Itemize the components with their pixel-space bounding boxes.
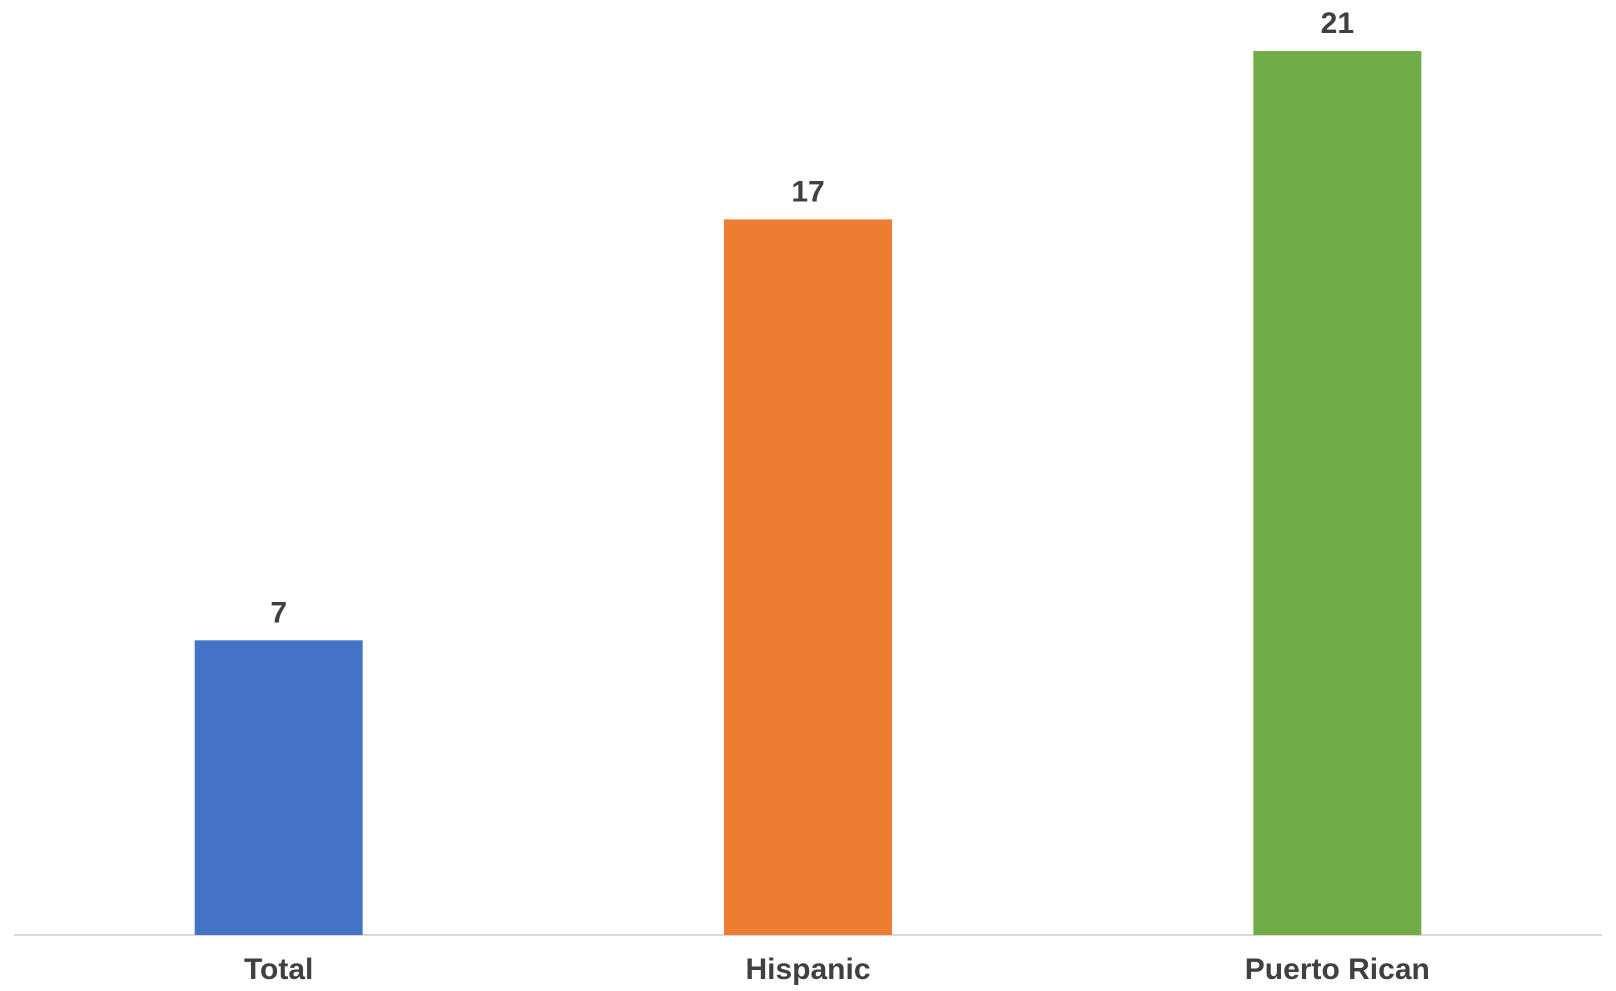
data-label-puerto-rican: 21 [1321, 7, 1354, 40]
bars-group [194, 51, 1422, 935]
bar-total [194, 640, 363, 935]
data-label-total: 7 [270, 596, 287, 629]
x-tick-labels-group: Total Hispanic Puerto Rican [244, 953, 1430, 986]
x-tick-label-puerto-rican: Puerto Rican [1245, 953, 1430, 986]
bar-hispanic [724, 219, 892, 935]
data-labels-group: 7 17 21 [270, 7, 1354, 629]
x-tick-label-hispanic: Hispanic [745, 953, 870, 986]
data-label-hispanic: 17 [791, 175, 824, 208]
bar-puerto-rican [1253, 51, 1422, 935]
x-tick-label-total: Total [244, 953, 313, 986]
